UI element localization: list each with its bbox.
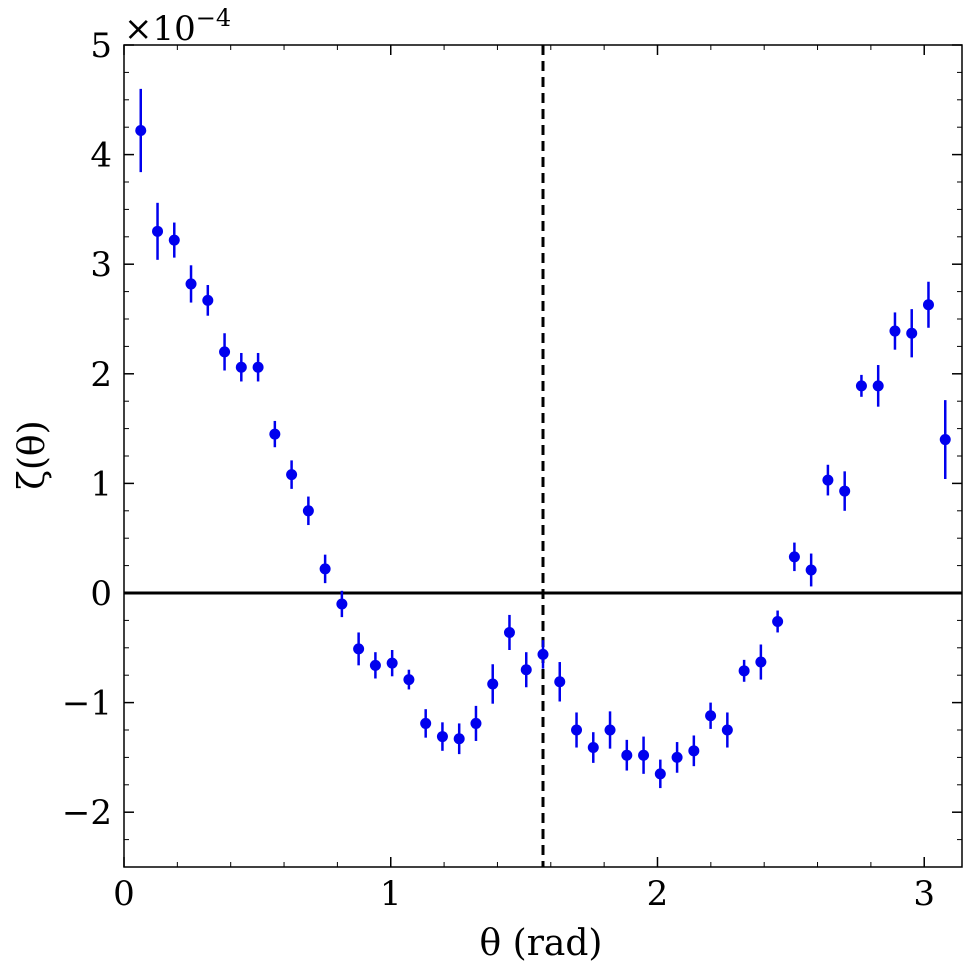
- data-point: [235, 361, 247, 373]
- data-point: [470, 717, 482, 729]
- data-point: [906, 327, 918, 339]
- data-point: [705, 710, 717, 722]
- data-point: [939, 434, 951, 446]
- data-point: [202, 294, 214, 306]
- data-point: [219, 346, 231, 358]
- y-tick-label: 5: [90, 26, 112, 66]
- y-tick-label: −1: [62, 684, 112, 724]
- data-point: [135, 124, 147, 136]
- y-tick-label: 2: [90, 355, 112, 395]
- y-axis: −2 −1 0 1 2 3 4 5: [62, 26, 962, 841]
- data-point: [436, 731, 448, 743]
- data-point: [604, 724, 616, 736]
- data-point: [872, 380, 884, 392]
- data-point: [185, 278, 197, 290]
- data-point: [621, 749, 633, 761]
- x-tick-label: 2: [647, 874, 669, 914]
- y-tick-label: 0: [90, 574, 112, 614]
- y-tick-label: 3: [90, 245, 112, 285]
- data-point: [855, 380, 867, 392]
- data-point: [487, 678, 499, 690]
- data-point: [168, 234, 180, 246]
- data-point: [772, 615, 784, 627]
- data-point: [353, 643, 365, 655]
- data-point: [453, 733, 465, 745]
- data-point: [738, 665, 750, 677]
- x-tick-label: 1: [380, 874, 402, 914]
- data-point: [721, 724, 733, 736]
- y-axis-title: ζ(θ): [12, 420, 53, 489]
- data-point: [571, 724, 583, 736]
- plot-area: [123, 44, 963, 868]
- data-point: [403, 674, 415, 686]
- x-axis: 0 1 2 3: [113, 45, 935, 914]
- data-point: [654, 768, 666, 780]
- data-point: [302, 505, 314, 517]
- y-tick-label: −2: [62, 793, 112, 833]
- data-point: [269, 428, 281, 440]
- data-point: [537, 648, 549, 660]
- data-points: [135, 124, 951, 780]
- y-axis-multiplier: ×10−4: [124, 4, 231, 49]
- data-point: [889, 325, 901, 337]
- y-axis-multiplier-base: ×10: [124, 9, 196, 49]
- data-point: [503, 626, 515, 638]
- data-point: [688, 745, 700, 757]
- y-axis-multiplier-exponent: −4: [196, 4, 231, 32]
- data-point: [520, 664, 532, 676]
- data-point: [252, 361, 264, 373]
- data-point: [386, 657, 398, 669]
- data-point: [805, 564, 817, 576]
- data-point: [638, 749, 650, 761]
- data-point: [587, 742, 599, 754]
- x-tick-label: 3: [913, 874, 935, 914]
- data-point: [822, 474, 834, 486]
- x-tick-label: 0: [113, 874, 135, 914]
- data-point: [788, 551, 800, 563]
- reference-lines: [124, 45, 962, 867]
- y-tick-label: 1: [90, 464, 112, 504]
- data-point: [671, 751, 683, 763]
- data-point: [336, 598, 348, 610]
- data-point: [554, 676, 566, 688]
- data-point: [420, 717, 432, 729]
- data-point: [152, 225, 164, 237]
- data-point: [755, 656, 767, 668]
- data-point: [319, 563, 331, 575]
- data-point: [922, 299, 934, 311]
- data-point: [286, 469, 298, 481]
- y-tick-label: 4: [90, 136, 112, 176]
- plot-frame: [123, 44, 963, 868]
- x-axis-title: θ (rad): [480, 923, 603, 964]
- data-point: [369, 659, 381, 671]
- data-point: [839, 485, 851, 497]
